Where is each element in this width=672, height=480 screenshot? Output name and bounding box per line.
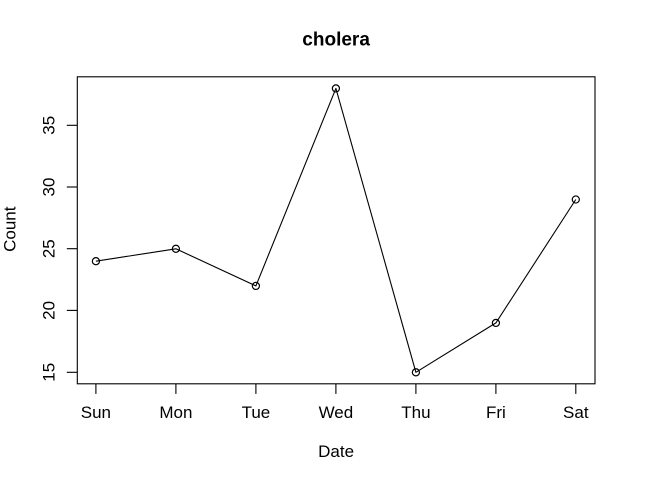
svg-text:35: 35 xyxy=(40,116,59,135)
svg-text:30: 30 xyxy=(40,178,59,197)
svg-text:Tue: Tue xyxy=(242,403,271,422)
svg-text:Thu: Thu xyxy=(401,403,430,422)
svg-text:cholera: cholera xyxy=(302,30,370,51)
svg-text:20: 20 xyxy=(40,301,59,320)
svg-text:Wed: Wed xyxy=(319,403,354,422)
svg-text:Sat: Sat xyxy=(563,403,589,422)
svg-text:Count: Count xyxy=(1,206,20,252)
svg-text:25: 25 xyxy=(40,239,59,258)
svg-text:Sun: Sun xyxy=(81,403,111,422)
svg-text:Date: Date xyxy=(318,442,354,461)
svg-text:15: 15 xyxy=(40,363,59,382)
svg-text:Mon: Mon xyxy=(159,403,192,422)
svg-text:Fri: Fri xyxy=(486,403,506,422)
